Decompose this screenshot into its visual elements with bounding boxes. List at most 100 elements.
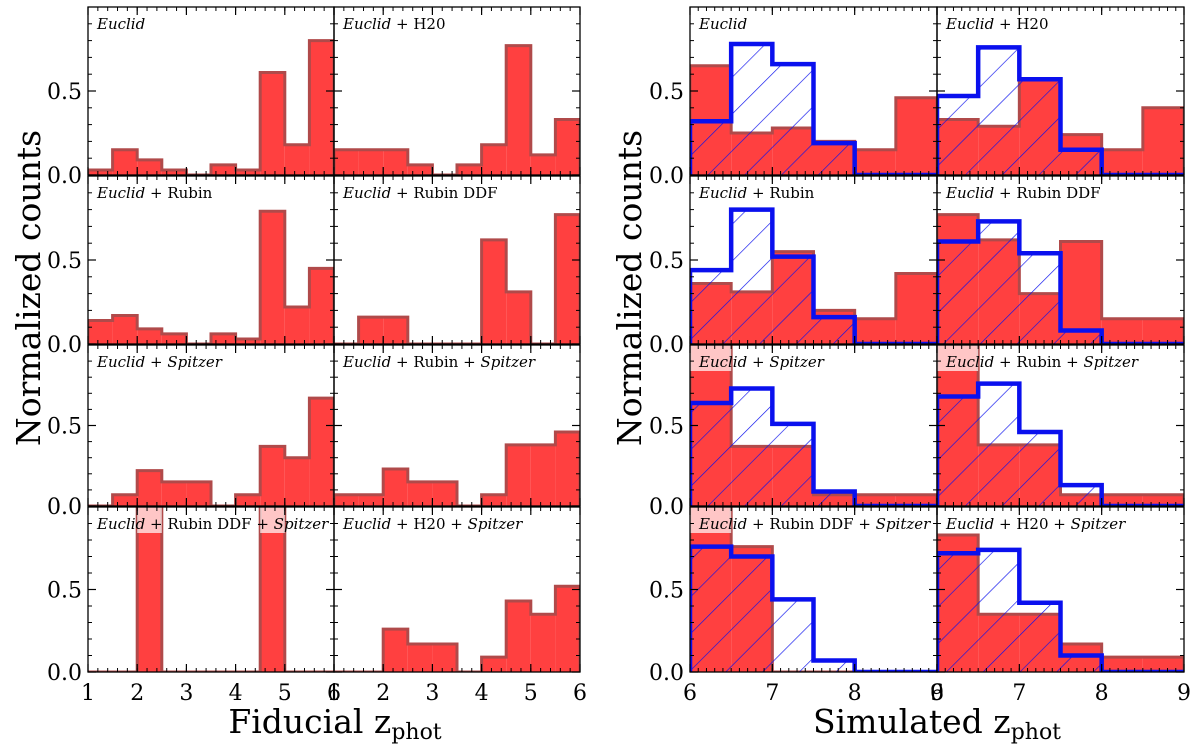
fiducial-step-outline [334,584,580,672]
panel-6: 0.0 0.5 6 7 8 9 Euclid + Rubin DDF + Spitzer [649,506,944,706]
x-tick-label: 6 [930,681,944,706]
panel-3: Euclid + Rubin DDF [936,175,1185,345]
panel-title-italic: Spitzer [1071,515,1126,533]
fiducial-bar [506,444,531,506]
x-tick-label: 2 [130,681,144,706]
fiducial-bar [1101,149,1143,175]
x-tick-label: 3 [179,681,193,706]
simulated-step-outline [937,45,1184,175]
panel-title-roman: + [145,353,167,371]
x-tick-label: 6 [327,681,341,706]
panel-title-italic: Spitzer [167,353,222,371]
left-y-axis-label: Normalized counts [9,130,48,446]
panel-title: Euclid + Rubin [698,184,815,202]
x-tick-label: 9 [930,681,944,706]
fiducial-bar [383,468,408,506]
panel-title: Euclid + Rubin + Spitzer [342,353,536,371]
fiducial-bar [161,169,187,175]
panel-title-italic: Euclid [342,515,391,533]
y-tick-label: 0.5 [47,249,82,274]
fiducial-bar [1101,494,1143,506]
fiducial-bar [407,643,433,672]
panel-4: 0.0 0.5 Euclid + Spitzer [47,344,335,520]
x-tick-label: 4 [475,681,489,706]
panel-title-italic: Spitzer [274,515,329,533]
y-tick-label: 0.5 [649,415,684,440]
fiducial-step-outline [88,39,334,175]
x-tick-label: 6 [683,681,697,706]
fiducial-bar [260,211,285,344]
panel-title: Euclid + Spitzer [698,353,825,371]
fiducial-bar [284,307,310,344]
fiducial-step-outline [88,396,334,506]
fiducial-bar [854,318,896,344]
fiducial-bar [895,97,937,175]
panel-title: Euclid + H20 + Spitzer [342,515,523,533]
panel-title: Euclid + H20 [945,15,1049,33]
panel-title-italic: Spitzer [769,353,824,371]
fiducial-bar [161,333,187,344]
x-tick-label: 3 [425,681,439,706]
overflow-highlight [690,345,732,371]
fiducial-bar [309,398,334,506]
y-tick-label: 0.5 [649,80,684,105]
x-tick-label: 8 [1095,681,1109,706]
fiducial-bar [1142,318,1184,344]
fiducial-bar [112,315,138,344]
fiducial-bar [260,446,285,506]
panel-title-roman: + H20 [391,15,445,33]
fiducial-bar [530,444,556,506]
fiducial-bar [407,164,433,175]
panel-title-roman: + Rubin + [391,353,480,371]
fiducial-bar [1101,318,1143,344]
fiducial-bar [506,601,531,672]
x-tick-label: 7 [1012,681,1026,706]
panel-title-italic: Euclid [698,15,747,33]
fiducial-bar [211,333,236,344]
left-x-axis-label: Fiducial zphot [228,702,441,745]
fiducial-bar [260,72,285,175]
x-tick-label: 2 [376,681,390,706]
fiducial-bar [407,481,433,506]
panel-title-roman: + H20 [994,15,1048,33]
overflow-highlight [937,345,979,371]
panel-plot-area [690,207,937,344]
panel-title-italic: Euclid [698,184,747,202]
fiducial-bar [481,239,507,344]
panel-title: Euclid + Spitzer [96,353,223,371]
panel-title-italic: Euclid [945,15,994,33]
panel-title-italic: Spitzer [876,515,931,533]
panel-7: 6 7 8 9 Euclid + H20 + Spitzer [930,506,1191,706]
panel-title: Euclid [96,15,145,33]
fiducial-bar [1101,657,1143,672]
fiducial-bar [481,494,507,506]
x-tick-label: 7 [765,681,779,706]
y-tick-label: 0.5 [649,249,684,274]
panel-plot-area [334,430,580,506]
panel-plot-area [334,213,580,344]
fiducial-bar [555,119,580,175]
panel-title-italic: Euclid [96,184,145,202]
y-tick-label: 0.0 [649,495,684,520]
fiducial-bar [137,328,162,344]
panel-plot-area [88,209,334,344]
panel-title-italic: Euclid [342,353,391,371]
panel-title-italic: Euclid [96,15,145,33]
fiducial-bar [137,470,162,506]
fiducial-step-outline [88,507,334,672]
fiducial-bar [1142,107,1184,175]
panel-title-italic: Euclid [698,515,747,533]
overflow-highlight [137,507,162,533]
panel-6: 0.0 0.5 1 2 3 4 5 6 Euclid + Rubin DDF + Spitzer [47,506,341,706]
fiducial-bar [555,214,580,344]
panel-title-italic: Spitzer [1083,353,1138,371]
fiducial-step-outline [88,209,334,344]
panel-0: 0.0 0.5 Euclid [47,6,335,189]
overflow-highlight [260,507,285,533]
fiducial-bar [88,169,113,175]
fiducial-bar [112,149,138,175]
panel-plot-area [88,507,334,672]
panel-plot-area [937,533,1184,672]
panel-title: Euclid + Rubin DDF [945,184,1101,202]
